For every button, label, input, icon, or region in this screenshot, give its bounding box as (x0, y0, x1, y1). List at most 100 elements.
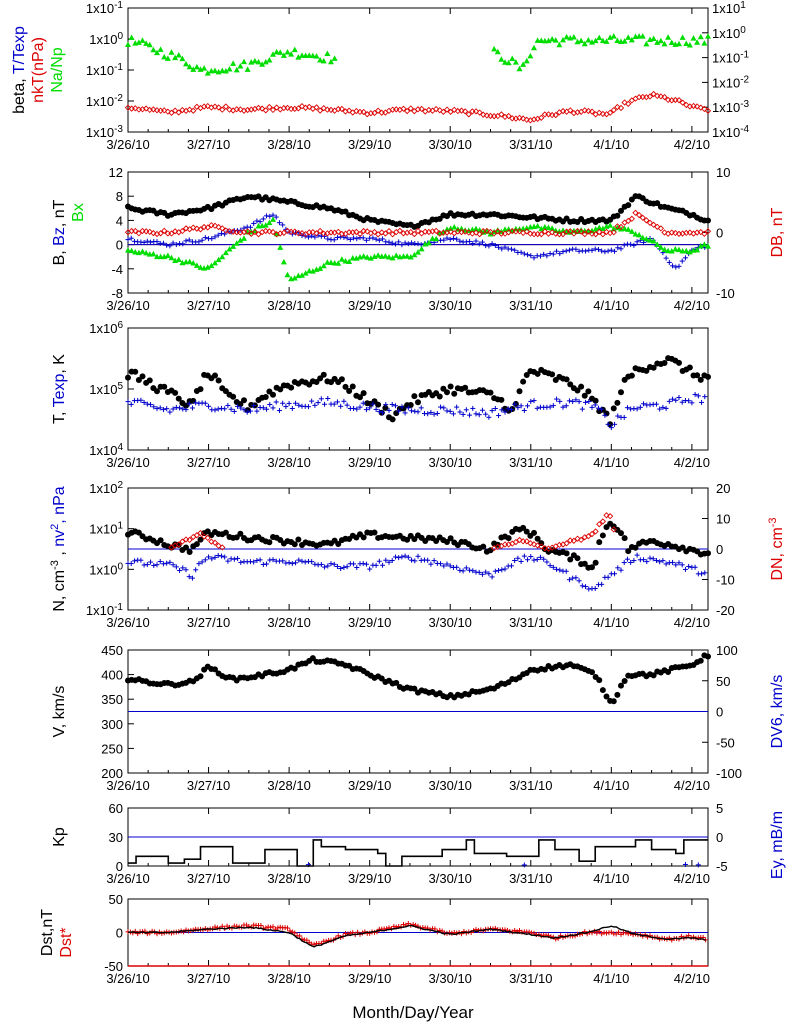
y-tick-label: 12 (109, 165, 123, 180)
y2-tick-label: 0 (716, 226, 723, 241)
kp-line (128, 839, 708, 867)
y2-tick-label: -10 (716, 573, 735, 588)
x-axis-title: Month/Day/Year (352, 1003, 474, 1022)
y-tick-label: 0 (116, 859, 123, 874)
x-tick-label: 3/26/10 (106, 298, 149, 313)
x-tick-label: 4/1/10 (593, 778, 629, 793)
series-nkt (124, 90, 712, 124)
plot-frame (127, 327, 709, 451)
series-n (125, 520, 711, 571)
x-tick-label: 3/28/10 (267, 298, 310, 313)
y2-axis-label: DV6, km/s (769, 675, 786, 749)
y-axis-label: Dst,nT (39, 909, 56, 956)
x-tick-label: 4/1/10 (593, 971, 629, 986)
y-tick-label: 250 (101, 741, 123, 756)
panel-n: 3/26/10 3/27/10 3/28/10 3/29/10 3/30/10 3/31/… (49, 481, 786, 630)
y2-axis-label: DB, nT (769, 207, 786, 257)
y-axis-label-2: Dst* (58, 927, 75, 957)
x-tick-label: 3/31/10 (509, 871, 552, 886)
x-tick-label: 3/31/10 (509, 971, 552, 986)
x-tick-label: 4/2/10 (674, 615, 710, 630)
x-tick-label: 4/1/10 (593, 137, 629, 152)
y2-tick-label: -5 (716, 859, 728, 874)
x-tick-label: 3/27/10 (187, 455, 230, 470)
x-tick-label: 3/27/10 (187, 871, 230, 886)
series-v (125, 652, 711, 705)
x-tick-label: 3/28/10 (267, 137, 310, 152)
series-db (124, 209, 712, 238)
y-tick-label: 30 (109, 830, 123, 845)
x-tick-label: 3/31/10 (509, 298, 552, 313)
y2-tick-label: -50 (716, 735, 735, 750)
series-bx (125, 216, 711, 282)
y-tick-label: 1x10-1 (86, 0, 124, 16)
y-tick-label: 1x10-1 (86, 62, 124, 78)
x-tick-label: 3/30/10 (429, 615, 472, 630)
y2-tick-label: 20 (716, 481, 730, 496)
series-texp (125, 391, 708, 431)
x-tick-label: 4/1/10 (593, 871, 629, 886)
x-tick-label: 3/28/10 (267, 455, 310, 470)
y-tick-label: 1x10-1 (86, 602, 124, 618)
x-tick-label: 4/2/10 (674, 871, 710, 886)
x-tick-label: 3/26/10 (106, 137, 149, 152)
panel-t: 3/26/10 3/27/10 3/28/10 3/29/10 3/30/10 3/31/… (51, 327, 711, 470)
y2-tick-label: 1x10-2 (712, 74, 750, 90)
panel-beta: 3/26/10 3/27/10 3/28/10 3/29/10 3/30/10 3/31/… (11, 7, 712, 152)
y2-tick-label: 1x10-1 (712, 50, 750, 66)
x-tick-label: 4/2/10 (674, 455, 710, 470)
y-tick-label: 0 (116, 926, 123, 941)
dst-line (127, 924, 706, 948)
x-tick-label: 3/30/10 (429, 455, 472, 470)
x-tick-label: 3/31/10 (509, 778, 552, 793)
y-axis-label-2: Bx (70, 203, 87, 222)
y-tick-label: 1x100 (89, 31, 123, 47)
y2-tick-label: 0 (716, 542, 723, 557)
series-ey (305, 861, 701, 868)
x-tick-label: 3/30/10 (429, 137, 472, 152)
y2-tick-label: 1x100 (712, 25, 746, 41)
x-tick-label: 3/30/10 (429, 871, 472, 886)
x-tick-label: 3/30/10 (429, 298, 472, 313)
y-axis-label: V, km/s (51, 686, 68, 738)
y-axis-label: T, Texp, K (51, 354, 68, 424)
y2-tick-label: -100 (716, 766, 742, 781)
y2-tick-label: 1x10-3 (712, 99, 750, 115)
x-tick-label: 3/29/10 (348, 615, 391, 630)
y-tick-label: 200 (101, 766, 123, 781)
panel-dst: 3/26/10 3/27/10 3/28/10 3/29/10 3/30/10 3/31/… (39, 892, 710, 986)
x-tick-label: 4/1/10 (593, 455, 629, 470)
x-tick-label: 3/30/10 (429, 971, 472, 986)
x-tick-label: 4/2/10 (674, 778, 710, 793)
y-tick-label: -4 (111, 262, 123, 277)
y-tick-label: 1x102 (89, 480, 123, 496)
y2-tick-label: -10 (716, 286, 735, 301)
y-tick-label: 4 (116, 213, 123, 228)
series-dst-star (125, 921, 709, 947)
y-tick-label: -50 (104, 959, 123, 974)
y2-tick-label: 10 (716, 512, 730, 527)
y-tick-label: 8 (116, 189, 123, 204)
x-tick-label: 3/28/10 (267, 871, 310, 886)
x-tick-label: 3/31/10 (509, 615, 552, 630)
y-axis-label: Kp (51, 827, 68, 847)
y2-tick-label: 50 (716, 674, 730, 689)
series-bz (125, 212, 708, 270)
y2-tick-label: 10 (716, 165, 730, 180)
y-tick-label: 400 (101, 668, 123, 683)
x-tick-label: 3/27/10 (187, 971, 230, 986)
x-tick-label: 3/26/10 (106, 615, 149, 630)
x-tick-label: 3/27/10 (187, 137, 230, 152)
plot-frame (127, 171, 709, 294)
series-nv2 (125, 552, 708, 592)
x-tick-label: 3/31/10 (509, 455, 552, 470)
x-tick-label: 3/29/10 (348, 778, 391, 793)
x-tick-label: 3/27/10 (187, 298, 230, 313)
x-tick-label: 3/29/10 (348, 971, 391, 986)
x-tick-label: 4/2/10 (674, 137, 710, 152)
y2-axis-label: Ey, mB/m (769, 811, 786, 879)
y2-tick-label: 100 (716, 643, 738, 658)
y-axis-label-2: nkT(nPa) (30, 37, 47, 103)
y-tick-label: -8 (111, 286, 123, 301)
